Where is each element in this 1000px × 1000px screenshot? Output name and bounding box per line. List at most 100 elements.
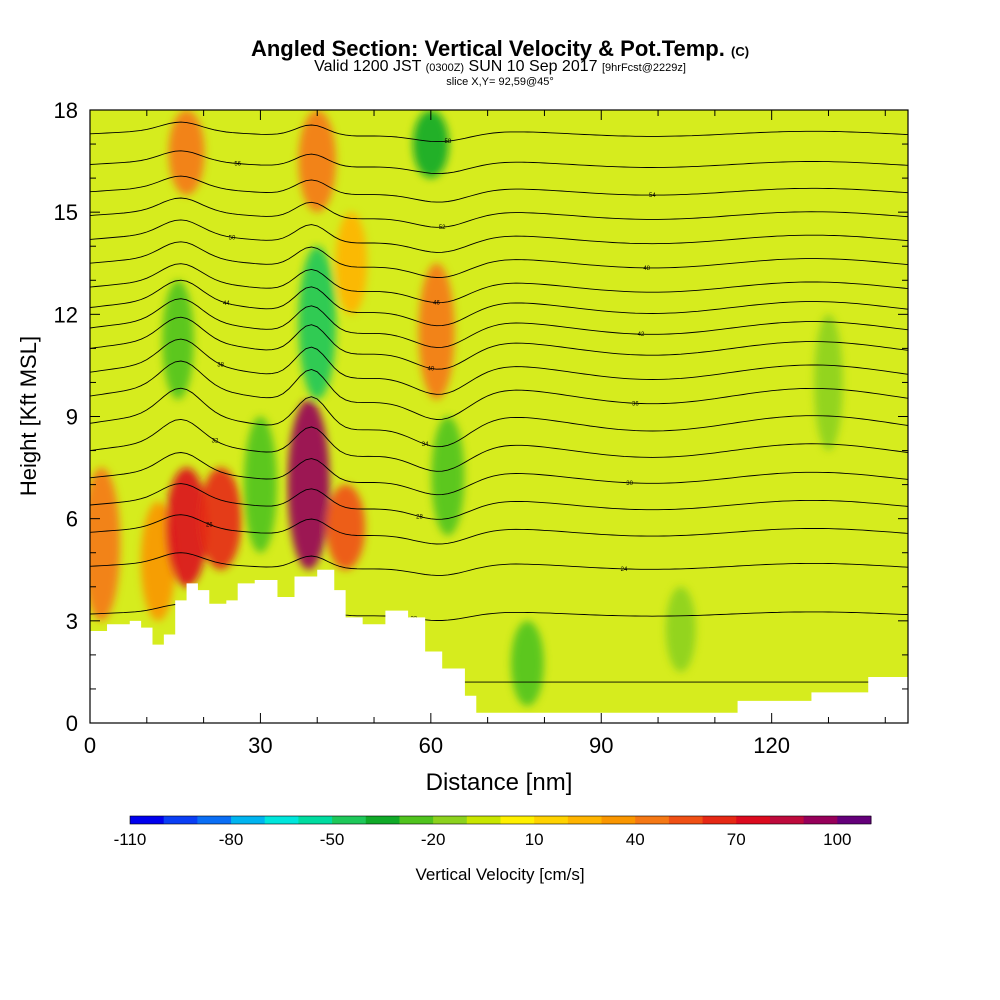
isentrope-label-18: 56 <box>234 162 241 168</box>
colorbar-swatch-3 <box>231 816 266 824</box>
valid-date: SUN 10 Sep 2017 <box>468 58 598 75</box>
colorbar-swatch-17 <box>702 816 737 824</box>
isentrope-8 <box>90 360 908 420</box>
colorbar-swatch-8 <box>399 816 434 824</box>
isentrope-4 <box>90 483 908 520</box>
isentrope-label-14: 48 <box>643 266 650 272</box>
chart-title-units: (C) <box>731 44 750 59</box>
colorbar-tick-label: 10 <box>525 830 544 849</box>
isentrope-label-10: 40 <box>427 366 434 372</box>
colorbar-tick-label: -80 <box>219 830 244 849</box>
velocity-cell-3 <box>168 110 205 196</box>
colorbar-swatch-14 <box>601 816 636 824</box>
x-axis-label: Distance [nm] <box>426 769 573 796</box>
isentrope-label-2: 24 <box>621 567 628 573</box>
chart-title: Angled Section: Vertical Velocity & Pot.… <box>250 36 750 61</box>
colorbar-tick-label: 70 <box>727 830 746 849</box>
isentrope-14 <box>90 241 908 278</box>
isentrope-label-8: 36 <box>632 401 639 407</box>
plot-area: 22242628303234363840424446485052545658 <box>90 110 908 723</box>
velocity-cell-4 <box>199 467 242 570</box>
isentrope-13 <box>90 263 908 304</box>
colorbar-swatch-19 <box>769 816 805 824</box>
velocity-cell-0 <box>90 467 121 621</box>
isentrope-label-13: 46 <box>433 301 440 307</box>
isentrope-label-3: 26 <box>206 522 213 528</box>
y-tick-label: 0 <box>66 711 78 736</box>
velocity-cell-17 <box>814 314 843 451</box>
colorbar-swatch-16 <box>668 816 704 824</box>
velocity-cell-5 <box>287 399 330 570</box>
colorbar-swatch-10 <box>466 816 501 824</box>
isentrope-6 <box>90 418 908 472</box>
colorbar-swatch-15 <box>635 816 670 824</box>
velocity-cell-15 <box>510 620 544 706</box>
isentrope-17 <box>90 175 908 203</box>
x-tick-label: 30 <box>248 733 272 758</box>
isentrope-12 <box>90 279 908 327</box>
colorbar-swatch-18 <box>736 816 771 824</box>
y-tick-label: 3 <box>66 609 78 634</box>
velocity-cell-8 <box>418 263 455 400</box>
isentrope-5 <box>90 452 908 496</box>
colorbar-swatch-6 <box>332 816 367 824</box>
isentrope-7 <box>90 387 908 448</box>
colorbar-swatch-12 <box>534 816 569 824</box>
velocity-cell-14 <box>431 416 465 536</box>
colorbar-swatch-21 <box>837 816 872 824</box>
isentrope-9 <box>90 338 908 395</box>
colorbar-swatch-7 <box>365 816 400 824</box>
x-tick-label: 60 <box>419 733 443 758</box>
velocity-cell-2 <box>165 467 208 587</box>
x-tick-label: 0 <box>84 733 96 758</box>
isentrope-10 <box>90 316 908 370</box>
isentrope-15 <box>90 219 908 253</box>
colorbar-tick-label: -50 <box>320 830 345 849</box>
y-tick-label: 9 <box>66 405 78 430</box>
isentrope-3 <box>90 514 908 545</box>
isentrope-label-12: 44 <box>223 301 230 307</box>
velocity-cell-9 <box>335 212 368 315</box>
chart-slice-info: slice X,Y= 92,59@45° <box>446 76 554 88</box>
isentrope-label-9: 38 <box>217 363 224 369</box>
y-tick-label: 18 <box>54 98 78 123</box>
colorbar-swatch-2 <box>197 816 232 824</box>
isentrope-label-6: 32 <box>212 438 219 444</box>
chart-valid-time: Valid 1200 JST (0300Z) SUN 10 Sep 2017 [… <box>314 58 686 75</box>
colorbar-tick-label: -110 <box>114 830 147 849</box>
colorbar-swatch-9 <box>433 816 468 824</box>
colorbar-swatch-5 <box>298 816 333 824</box>
isentrope-11 <box>90 298 908 348</box>
x-tick-label: 90 <box>589 733 613 758</box>
x-tick-label: 120 <box>753 733 790 758</box>
y-tick-label: 6 <box>66 507 78 532</box>
forecast-label: [9hrFcst@2229z] <box>601 62 686 74</box>
isentrope-label-5: 30 <box>626 481 633 487</box>
isentrope-label-16: 52 <box>439 225 446 231</box>
y-axis-label: Height [Kft MSL] <box>16 336 41 496</box>
velocity-cell-12 <box>298 246 336 400</box>
velocity-cell-13 <box>412 110 449 179</box>
isentrope-19 <box>90 121 908 143</box>
y-tick-label: 12 <box>54 302 78 327</box>
isentrope-label-4: 28 <box>416 514 423 520</box>
velocity-cell-6 <box>298 110 336 213</box>
y-tick-label: 15 <box>54 200 78 225</box>
colorbar-swatch-1 <box>163 816 198 824</box>
isentrope-18 <box>90 150 908 175</box>
colorbar-label: Vertical Velocity [cm/s] <box>415 865 584 884</box>
colorbar-swatch-4 <box>264 816 299 824</box>
velocity-cell-7 <box>326 484 366 570</box>
isentrope-2 <box>90 552 908 576</box>
velocity-cell-16 <box>665 586 696 672</box>
isentrope-label-11: 42 <box>638 332 645 338</box>
colorbar-swatch-20 <box>803 816 838 824</box>
isentrope-label-17: 54 <box>649 193 656 199</box>
colorbar-swatch-11 <box>500 816 535 824</box>
colorbar-swatch-0 <box>130 816 165 824</box>
colorbar-tick-label: 40 <box>626 830 645 849</box>
valid-utc: (0300Z) <box>425 62 465 74</box>
colorbar: -110 -80 -50 -20 10 40 70 100 <box>114 815 872 849</box>
terrain-mask <box>90 569 908 723</box>
